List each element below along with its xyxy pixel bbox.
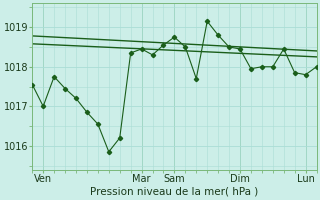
X-axis label: Pression niveau de la mer( hPa ): Pression niveau de la mer( hPa ) bbox=[90, 187, 259, 197]
